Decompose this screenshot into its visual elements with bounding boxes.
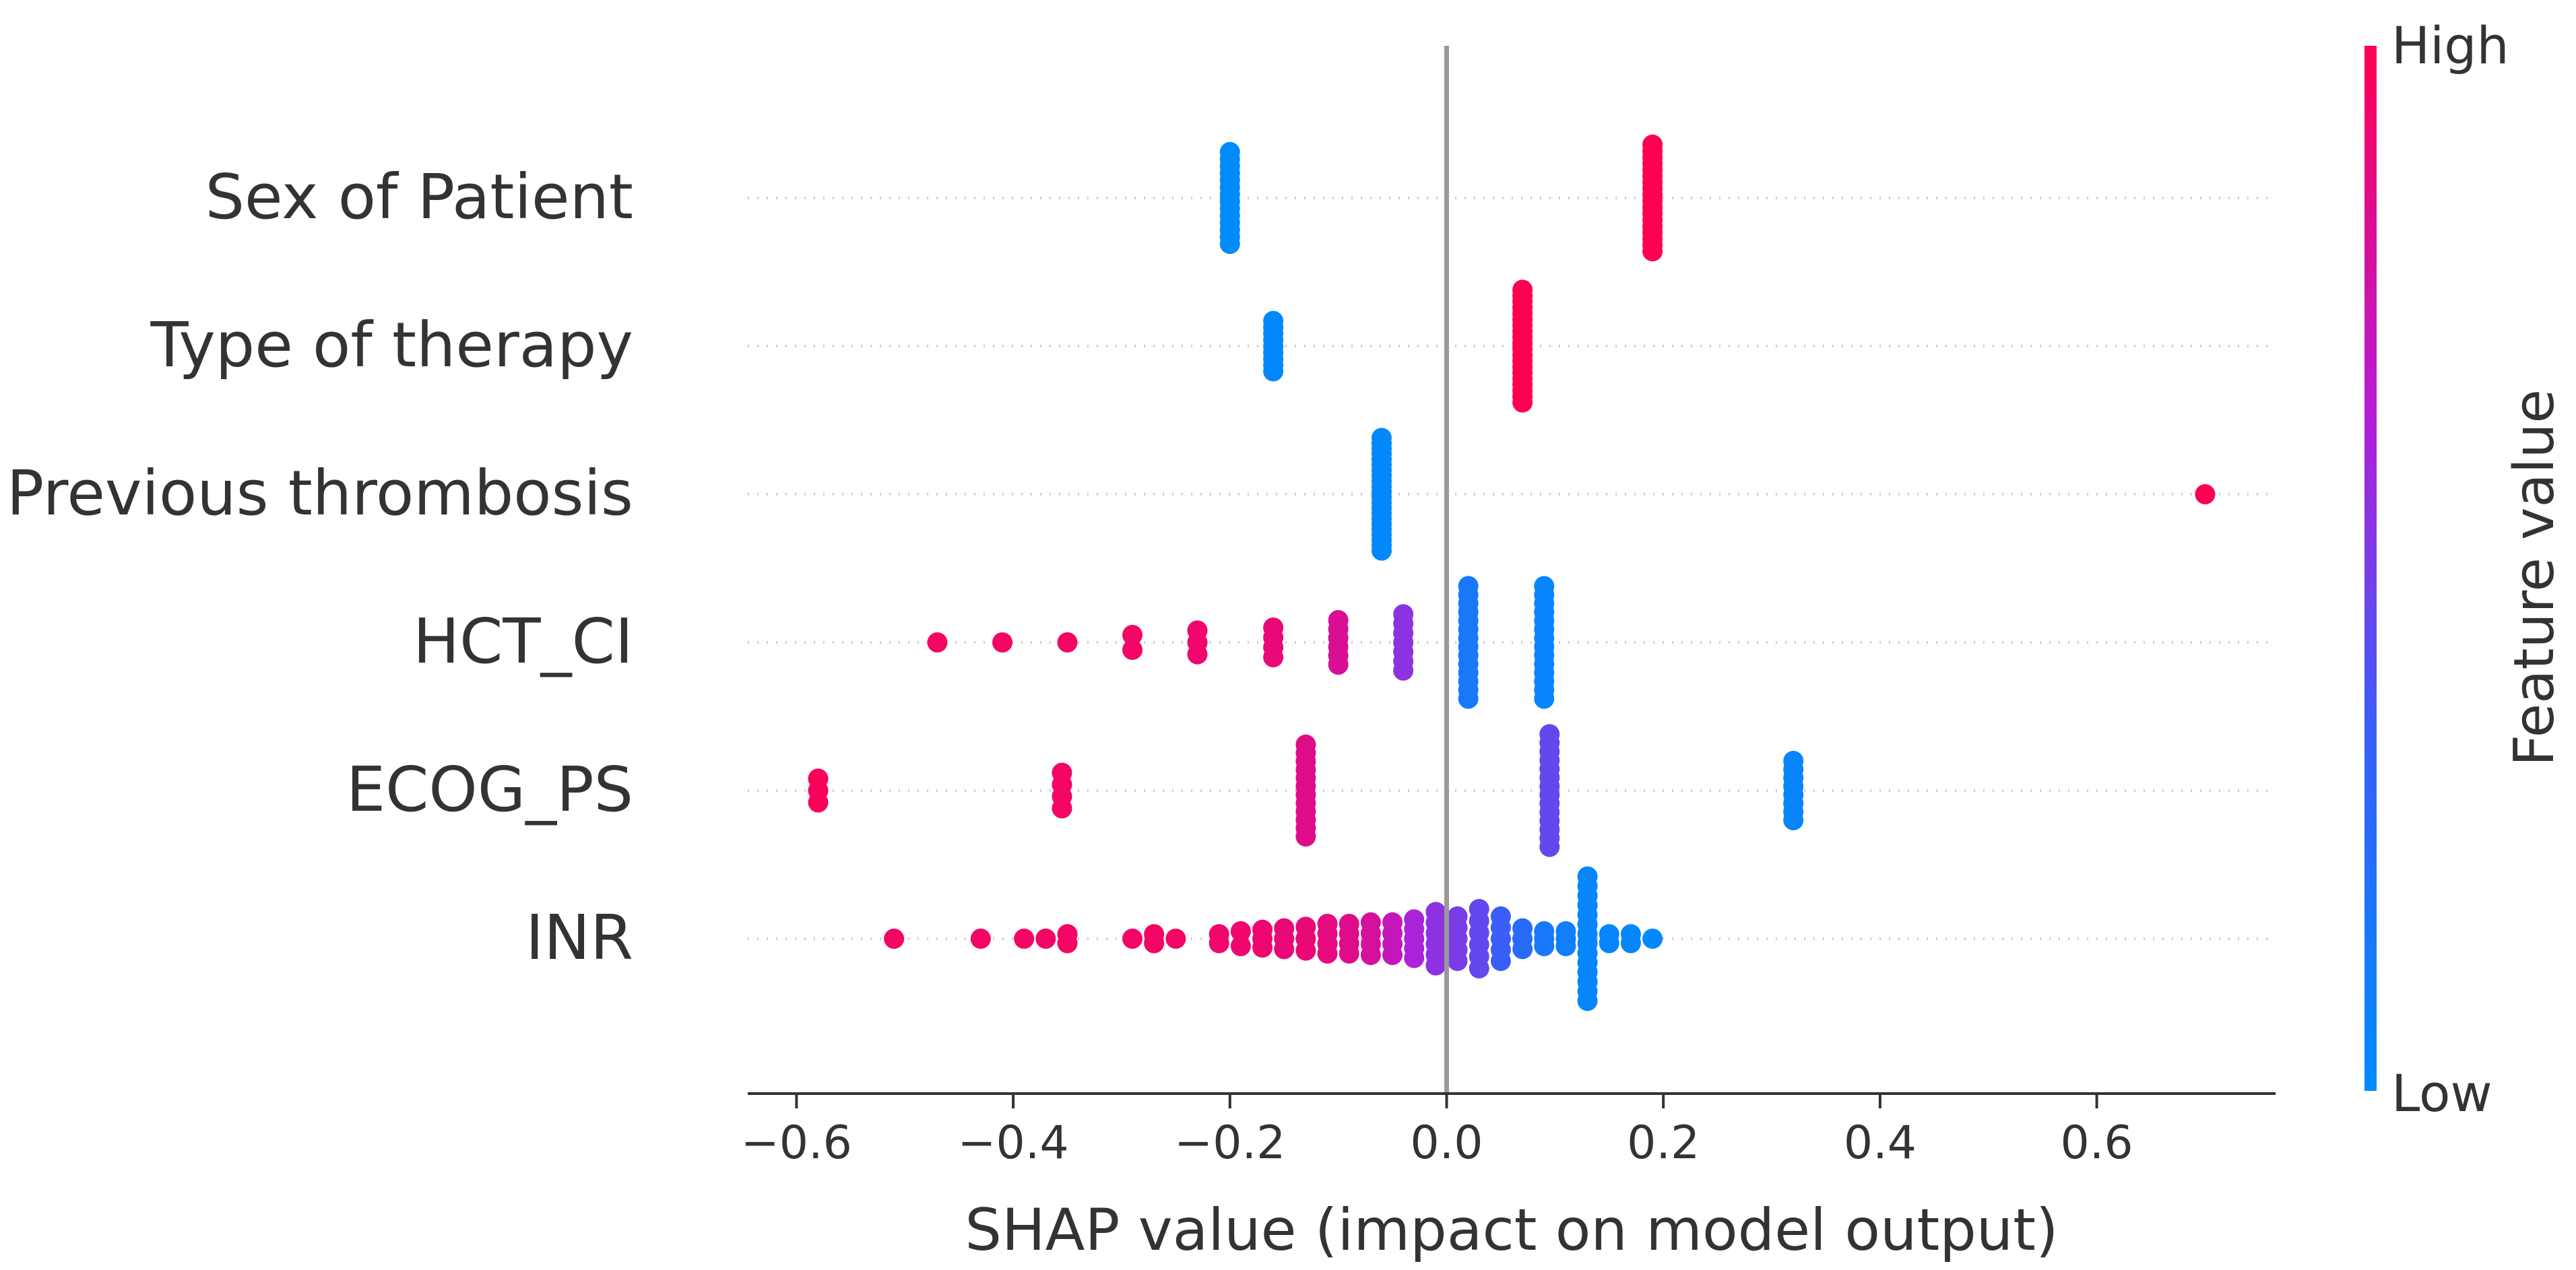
shap-point — [1783, 810, 1804, 830]
shap-points — [808, 134, 2216, 1011]
shap-point — [1122, 929, 1143, 949]
feature-label: Sex of Patient — [205, 161, 633, 233]
feature-label: HCT_CI — [413, 605, 633, 677]
shap-point — [1360, 945, 1381, 966]
shap-point — [1490, 951, 1511, 971]
shap-point — [970, 929, 991, 949]
colorbar-low-label: Low — [2391, 1063, 2492, 1123]
shap-point — [1252, 937, 1273, 958]
shap-point — [1230, 921, 1251, 941]
shap-point — [1263, 647, 1284, 667]
shap-point — [927, 632, 948, 653]
shap-point — [1512, 392, 1533, 413]
shap-point — [808, 792, 829, 813]
x-tick-label: 0.2 — [1627, 1116, 1700, 1170]
shap-point — [1642, 929, 1663, 949]
feature-labels: Sex of Patient Type of therapy Previous th… — [7, 161, 633, 974]
shap-point — [1425, 955, 1446, 976]
shap-point — [1274, 939, 1295, 960]
x-axis-label: SHAP value (impact on model output) — [965, 1197, 2058, 1264]
row-gridlines — [748, 197, 2276, 940]
shap-point — [1165, 929, 1186, 949]
x-tick-label: −0.6 — [741, 1116, 852, 1170]
shap-point — [1295, 940, 1316, 961]
shap-point — [1393, 660, 1414, 681]
colorbar-high-label: High — [2391, 15, 2509, 75]
shap-point — [1534, 688, 1555, 709]
shap-point — [1052, 798, 1072, 819]
shap-point — [1469, 958, 1489, 978]
shap-point — [1642, 241, 1663, 262]
shap-point — [1539, 836, 1560, 857]
shap-point — [1219, 234, 1240, 255]
shap-point — [1014, 929, 1035, 949]
feature-label: Previous thrombosis — [7, 457, 633, 529]
shap-point — [1404, 947, 1425, 968]
shap-point — [1371, 540, 1392, 561]
shap-point — [1057, 632, 1078, 653]
feature-label: ECOG_PS — [346, 754, 633, 826]
shap-point — [1620, 933, 1641, 954]
shap-point — [2195, 484, 2216, 504]
shap-point — [1230, 936, 1251, 956]
shap-point — [1317, 943, 1338, 964]
shap-point — [1328, 655, 1349, 675]
feature-label: Type of therapy — [150, 309, 633, 381]
shap-point — [1263, 361, 1284, 382]
x-tick-label: 0.0 — [1410, 1116, 1483, 1170]
x-tick-label: 0.4 — [1844, 1116, 1917, 1170]
colorbar-title: Feature value — [2503, 389, 2567, 766]
shap-point — [1144, 933, 1165, 954]
shap-point — [1555, 936, 1576, 956]
feature-label: INR — [525, 902, 633, 974]
shap-point — [1447, 951, 1468, 971]
shap-point — [1295, 826, 1316, 847]
shap-point — [992, 632, 1012, 653]
x-tick-label: 0.6 — [2061, 1116, 2133, 1170]
shap-point — [1577, 991, 1598, 1011]
shap-point — [1339, 943, 1359, 964]
shap-point — [1122, 640, 1143, 660]
x-tick-label: −0.4 — [958, 1116, 1069, 1170]
shap-point — [1209, 933, 1229, 954]
shap-point — [1057, 933, 1078, 954]
shap-point — [1122, 625, 1143, 645]
colorbar — [2364, 46, 2377, 1091]
shap-point — [1512, 939, 1533, 960]
x-axis-ticks: −0.6 −0.4 −0.2 0.0 0.2 0.4 0.6 — [741, 1094, 2133, 1170]
shap-point — [1599, 933, 1619, 954]
shap-point — [1035, 929, 1056, 949]
shap-point — [1187, 644, 1208, 665]
shap-point — [884, 929, 905, 949]
shap-point — [1382, 945, 1403, 966]
shap-point — [1534, 936, 1555, 956]
x-tick-label: −0.2 — [1174, 1116, 1285, 1170]
shap-point — [1458, 688, 1479, 709]
